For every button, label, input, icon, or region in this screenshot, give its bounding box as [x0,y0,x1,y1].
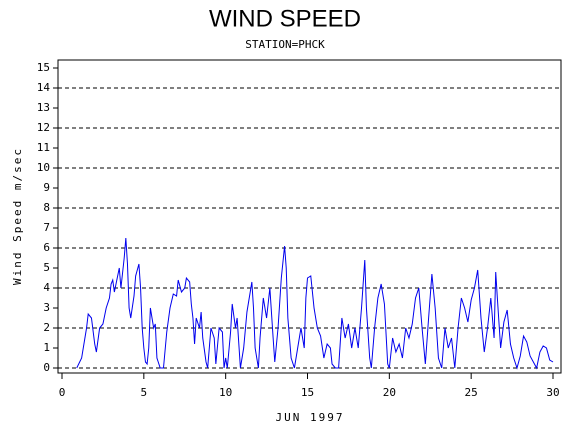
y-tick-label: 10 [37,161,50,174]
x-tick-label: 0 [59,386,66,399]
chart-title: WIND SPEED [209,5,361,32]
y-tick-label: 12 [37,121,50,134]
chart-subtitle: STATION=PHCK [245,38,325,51]
y-tick-label: 7 [43,221,50,234]
y-tick-label: 6 [43,241,50,254]
y-tick-label: 13 [37,101,50,114]
y-tick-label: 2 [43,321,50,334]
y-tick-label: 11 [37,141,50,154]
y-axis-label: Wind Speed m/sec [11,147,24,285]
plot-frame [57,59,562,374]
x-tick-label: 5 [141,386,148,399]
y-tick-label: 8 [43,201,50,214]
x-tick-label: 25 [465,386,478,399]
x-tick-label: 20 [383,386,396,399]
y-tick-label: 0 [43,361,50,374]
data-line [76,237,554,370]
y-tick-label: 3 [43,301,50,314]
y-tick-label: 9 [43,181,50,194]
y-tick-label: 1 [43,341,50,354]
x-tick-label: 15 [301,386,314,399]
x-tick-label: 10 [219,386,232,399]
y-tick-label: 5 [43,261,50,274]
y-tick-label: 15 [37,61,50,74]
x-axis-label: JUN 1997 [276,411,345,424]
y-tick-label: 14 [37,81,51,94]
x-tick-label: 30 [546,386,559,399]
y-tick-label: 4 [43,281,50,294]
